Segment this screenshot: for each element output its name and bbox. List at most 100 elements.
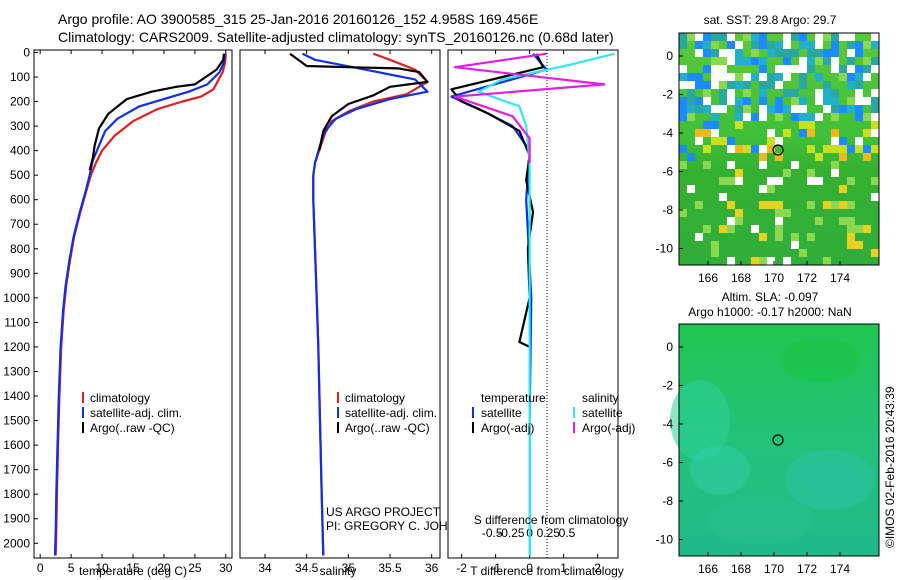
- sst-cell: [687, 33, 695, 41]
- x-tick-label: 1: [560, 561, 567, 575]
- sst-cell: [799, 41, 807, 49]
- top-tick-label: -0.25: [497, 526, 525, 540]
- sst-cell: [855, 113, 863, 121]
- legend-label-s-satellite: satellite: [582, 406, 623, 420]
- sst-cell: [783, 257, 791, 265]
- sst-cell: [831, 33, 839, 41]
- sst-cell: [831, 161, 839, 169]
- sst-cell: [831, 201, 839, 209]
- sst-cell: [711, 57, 719, 65]
- sst-cell: [863, 73, 871, 81]
- sst-cell: [719, 73, 727, 81]
- sst-cell: [719, 65, 727, 73]
- x-tick-label: 35.5: [378, 561, 402, 575]
- sst-cell: [839, 65, 847, 73]
- sst-cell: [759, 33, 767, 41]
- imos-timestamp: ©IMOS 02-Feb-2016 20:43:39: [883, 386, 897, 548]
- sst-cell: [759, 57, 767, 65]
- header-title-line1: Argo profile: AO 3900585_315 25-Jan-2016…: [58, 11, 538, 27]
- sst-cell: [871, 249, 879, 257]
- depth-tick-label: 1300: [3, 364, 30, 378]
- sst-cell: [711, 49, 719, 57]
- sst-cell: [711, 241, 719, 249]
- sst-cell: [727, 137, 735, 145]
- sst-cell: [775, 81, 783, 89]
- sst-cell: [719, 97, 727, 105]
- sst-cell: [807, 41, 815, 49]
- sst-cell: [847, 41, 855, 49]
- sst-cell: [767, 185, 775, 193]
- sst-cell: [759, 233, 767, 241]
- legend-label-argo: Argo(..raw -QC): [345, 421, 430, 435]
- argo-float-marker: [772, 434, 784, 446]
- sst-cell: [783, 89, 791, 97]
- sst-cell: [703, 65, 711, 73]
- sst-cell: [783, 33, 791, 41]
- sst-cell: [847, 177, 855, 185]
- sst-cell: [871, 33, 879, 41]
- sst-cell: [839, 33, 847, 41]
- sst-cell: [847, 217, 855, 225]
- sst-cell: [799, 33, 807, 41]
- x-tick-label: -1: [490, 561, 501, 575]
- sst-cell: [775, 41, 783, 49]
- legend-title-salinity: salinity: [582, 391, 619, 405]
- sst-cell: [727, 97, 735, 105]
- top-tick-label: 0.25: [537, 526, 561, 540]
- map-y-tick-label: -10: [656, 242, 674, 256]
- sla-map-outline: [678, 323, 880, 557]
- sst-cell: [799, 113, 807, 121]
- sst-cell: [679, 161, 687, 169]
- sst-cell: [719, 49, 727, 57]
- depth-tick-label: 800: [10, 242, 30, 256]
- sst-cell: [727, 217, 735, 225]
- temperature-panel: 0100200300400500600700800900100011001200…: [3, 45, 452, 578]
- sst-cell: [775, 137, 783, 145]
- map-y-tick-label: -10: [656, 533, 674, 547]
- x-tick-label: 10: [95, 561, 109, 575]
- legend-label-t-argo: Argo(-adj): [481, 421, 534, 435]
- sst-cell: [823, 97, 831, 105]
- sst-cell: [775, 153, 783, 161]
- sst-cell: [767, 105, 775, 113]
- sst-cell: [823, 49, 831, 57]
- sst-cell: [735, 41, 743, 49]
- sst-cell: [767, 137, 775, 145]
- sst-cell: [871, 97, 879, 105]
- sla-blob: [785, 450, 875, 510]
- sst-cell: [855, 145, 863, 153]
- depth-tick-label: 1500: [3, 414, 30, 428]
- sst-cell: [711, 41, 719, 49]
- series-line-satellite-adj-clim-: [53, 53, 226, 556]
- depth-tick-label: 600: [10, 193, 30, 207]
- x-tick-label: 34.5: [295, 561, 319, 575]
- sst-cell: [855, 81, 863, 89]
- x-tick-label: 5: [68, 561, 75, 575]
- sst-cell: [679, 73, 687, 81]
- x-tick-label: 35: [342, 561, 356, 575]
- sst-cell: [727, 81, 735, 89]
- sst-cell: [863, 145, 871, 153]
- sst-cell: [743, 73, 751, 81]
- map-y-tick-label: -6: [662, 456, 673, 470]
- sst-cell: [759, 81, 767, 89]
- sla-map-title-line1: Altim. SLA: -0.097: [722, 290, 819, 304]
- sst-map-outline: [678, 32, 880, 266]
- sst-cell: [735, 217, 743, 225]
- sst-cell: [775, 105, 783, 113]
- sst-cell: [815, 177, 823, 185]
- temperature-legend: climatology satellite-adj. clim. Argo(..…: [82, 391, 182, 435]
- sst-cell: [791, 161, 799, 169]
- sst-cell: [751, 145, 759, 153]
- sst-cell: [759, 153, 767, 161]
- sst-cell: [743, 33, 751, 41]
- sst-cell: [831, 113, 839, 121]
- sst-cell: [767, 73, 775, 81]
- map-y-tick-label: 0: [666, 340, 673, 354]
- sst-cell: [863, 153, 871, 161]
- x-tick-label: -2: [456, 561, 467, 575]
- map-x-tick-label: 172: [797, 562, 817, 576]
- sst-cell: [735, 57, 743, 65]
- sst-cell: [831, 129, 839, 137]
- sst-cell: [727, 89, 735, 97]
